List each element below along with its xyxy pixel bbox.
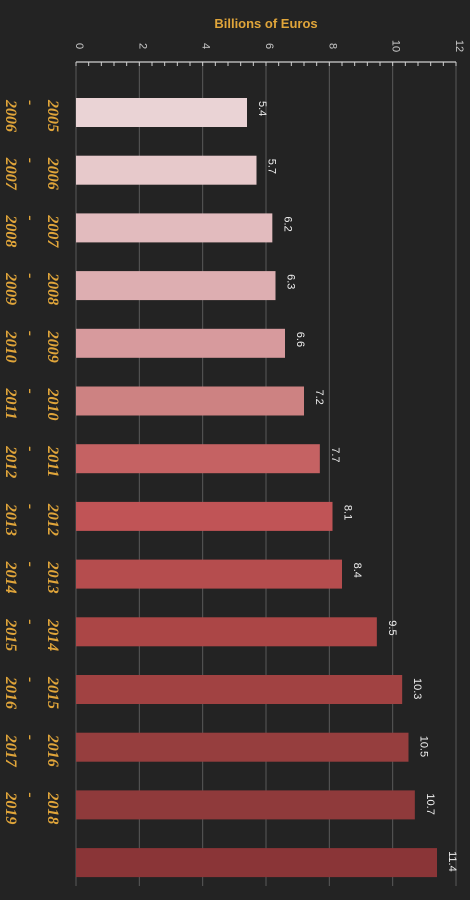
- category-label: -: [22, 504, 39, 509]
- data-label: 5.7: [266, 159, 278, 174]
- category-label: -: [22, 158, 39, 163]
- category-label: 2012: [2, 445, 19, 478]
- category-label: -: [22, 677, 39, 682]
- bar: [76, 155, 257, 185]
- category-label: 2006: [44, 157, 61, 190]
- category-label: -: [22, 331, 39, 336]
- category-label: -: [22, 273, 39, 278]
- category-label: 2014: [2, 561, 19, 594]
- bar: [76, 501, 333, 531]
- bar: [76, 386, 304, 416]
- category-label: 2009: [2, 272, 19, 305]
- category-label: 2008: [2, 214, 19, 247]
- category-label: 2006: [2, 99, 19, 132]
- tick-label: 4: [200, 43, 212, 49]
- category-label: 2012: [44, 503, 61, 536]
- data-label: 6.2: [281, 216, 293, 231]
- category-label: -: [22, 619, 39, 624]
- chart-title: Billions of Euros: [214, 16, 317, 31]
- category-label: 2015: [44, 676, 61, 709]
- category-label: 2016: [2, 676, 19, 709]
- category-label: 2009: [44, 330, 61, 363]
- bar: [76, 559, 342, 589]
- category-labels: 2005-20062006-20072007-20082008-20092009…: [2, 99, 61, 824]
- value-axis: 0 2 4 6 8 10 12: [73, 40, 465, 66]
- category-label: -: [22, 446, 39, 451]
- bar: [76, 848, 437, 878]
- data-label: 6.6: [294, 332, 306, 347]
- bar: [76, 675, 403, 704]
- category-label: -: [22, 389, 39, 394]
- bar: [76, 790, 415, 820]
- gridlines: [75, 62, 457, 886]
- data-label: 10.5: [418, 736, 430, 757]
- tick-label: 10: [390, 40, 402, 52]
- bar: [76, 732, 409, 762]
- category-label: 2007: [2, 157, 19, 191]
- category-label: -: [22, 792, 39, 797]
- category-label: 2011: [2, 388, 19, 420]
- category-label: 2010: [2, 330, 19, 363]
- category-label: 2016: [44, 734, 61, 767]
- category-label: 2015: [2, 618, 19, 651]
- tick-label: 0: [73, 43, 85, 49]
- data-label: 5.4: [256, 101, 268, 116]
- category-label: 2013: [2, 503, 19, 536]
- bars: 5.4 5.7 6.2 6.3 6.6 7.2 7.7 8.1 8.4 9.5 10.3 10.5 10…: [76, 98, 458, 878]
- category-label: -: [22, 100, 39, 105]
- category-label: 2013: [44, 561, 61, 594]
- tick-label: 2: [136, 43, 148, 49]
- category-label: 2018: [44, 791, 61, 824]
- category-label: -: [22, 735, 39, 740]
- data-label: 6.3: [285, 274, 297, 289]
- category-label: 2019: [2, 791, 19, 824]
- bar: [76, 328, 285, 358]
- bar: [76, 617, 377, 647]
- tick-label: 8: [326, 43, 338, 49]
- data-label: 8.1: [342, 505, 354, 520]
- data-label: 10.3: [411, 678, 423, 699]
- bar: [76, 213, 273, 243]
- category-label: 2017: [2, 734, 19, 768]
- category-label: 2014: [44, 618, 61, 651]
- category-label: 2008: [44, 272, 61, 305]
- data-label: 8.4: [351, 563, 363, 578]
- bar: [76, 444, 320, 474]
- category-label: 2007: [44, 214, 61, 248]
- tick-label: 12: [453, 40, 465, 52]
- category-label: -: [22, 562, 39, 567]
- tick-label: 6: [263, 43, 275, 49]
- category-label: 2011: [44, 445, 61, 477]
- data-label: 11.4: [446, 851, 458, 872]
- category-label: -: [22, 215, 39, 220]
- data-label: 7.2: [313, 390, 325, 405]
- data-label: 7.7: [329, 447, 341, 462]
- category-label: 2005: [44, 99, 61, 132]
- data-label: 10.7: [424, 793, 436, 814]
- category-label: 2010: [44, 388, 61, 421]
- bar: [76, 271, 276, 301]
- data-label: 9.5: [386, 620, 398, 635]
- bar: [76, 98, 247, 127]
